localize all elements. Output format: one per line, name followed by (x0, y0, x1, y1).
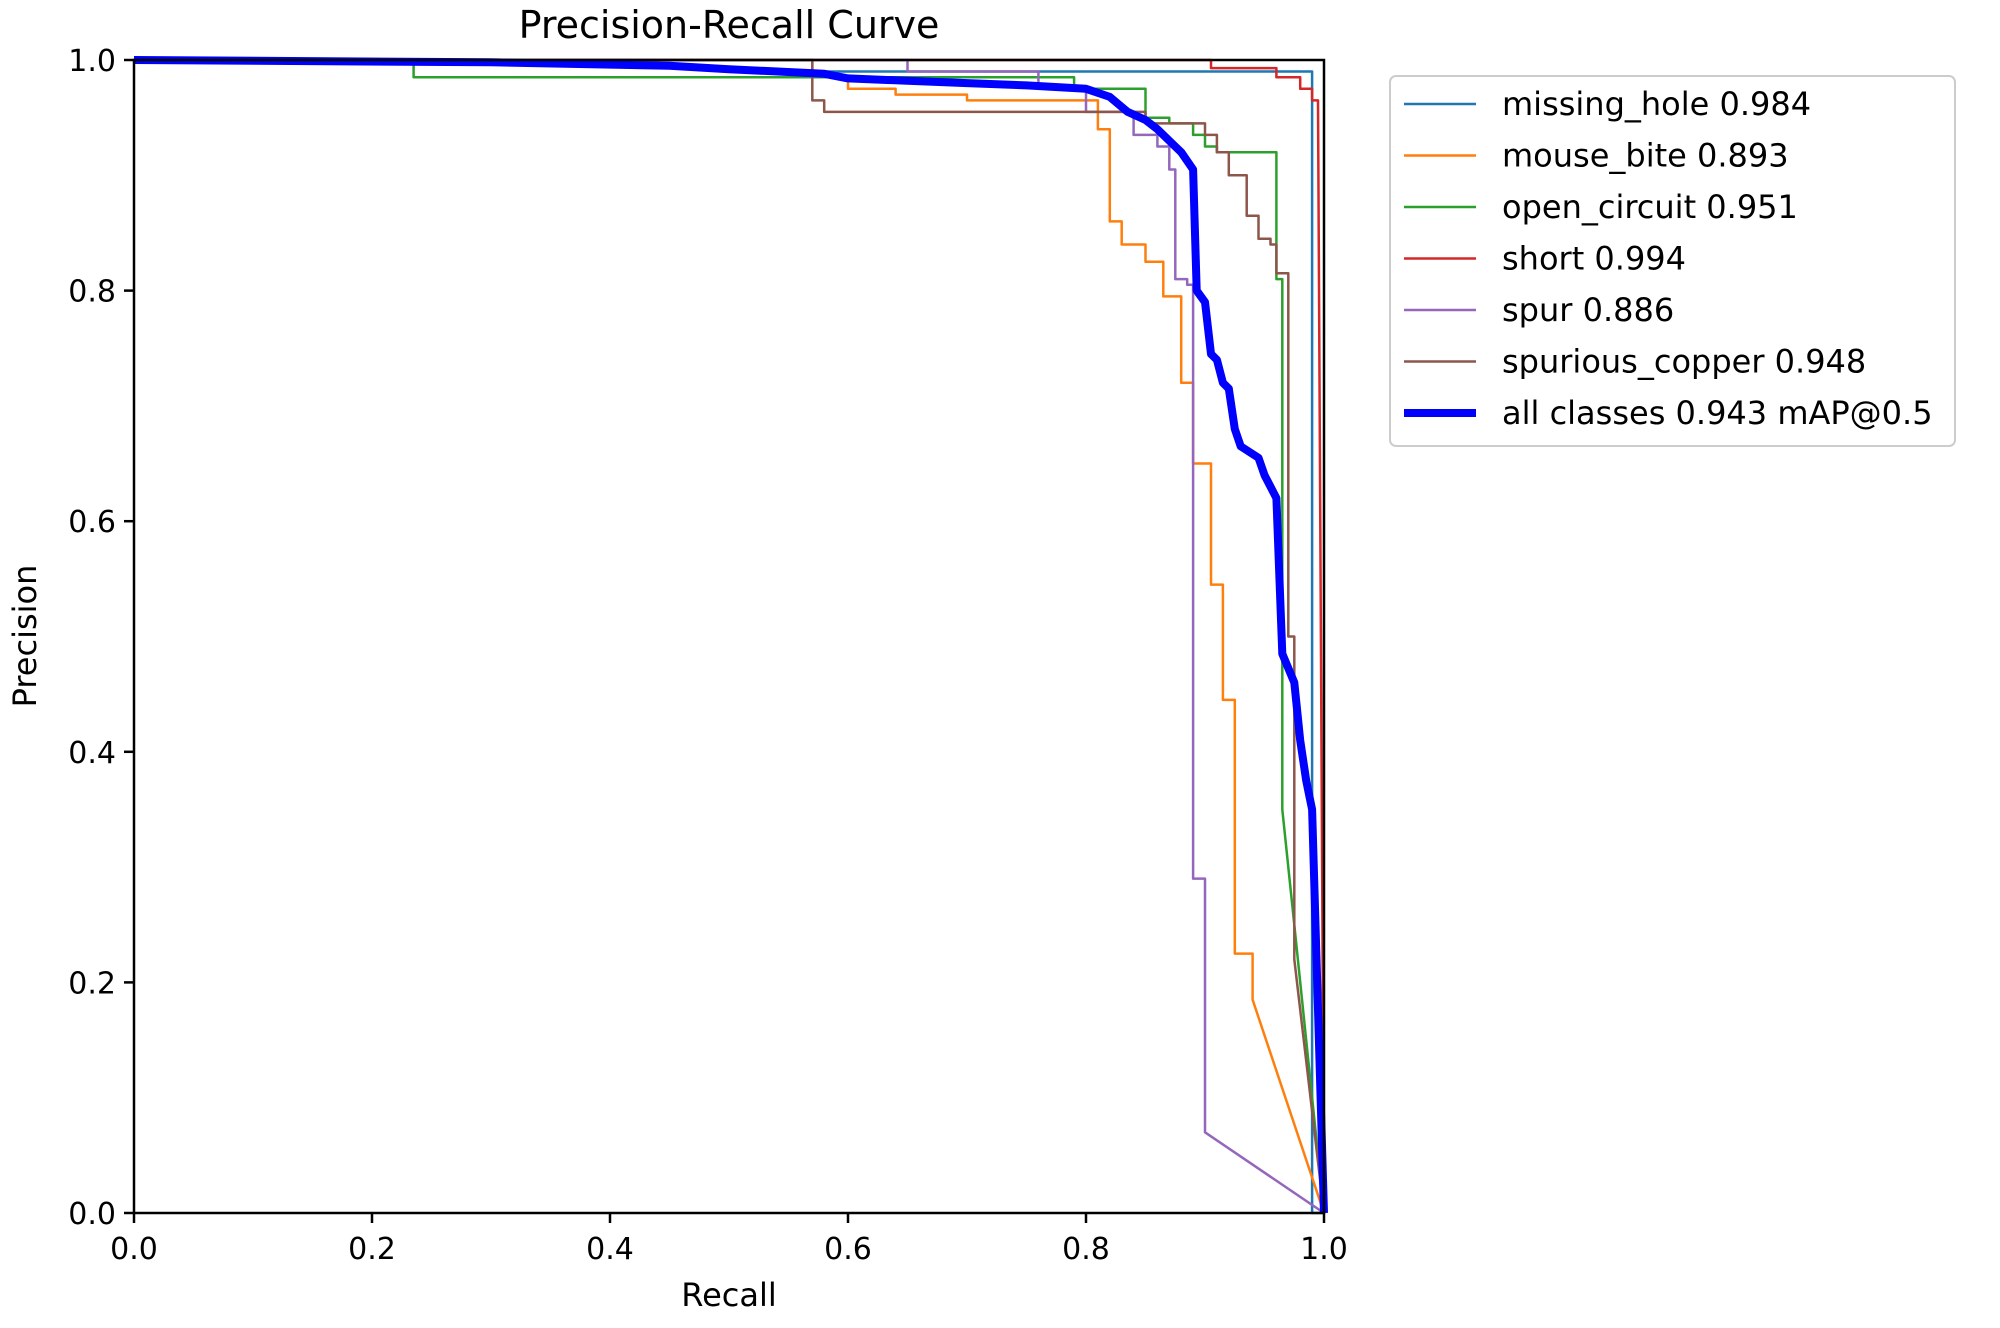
series-layer (133, 56, 1328, 1215)
axes-layer: 0.0 0.2 0.4 0.6 0.8 1.0 0.0 0.2 0.4 0.6 0.8 1.0 (68, 44, 1348, 1267)
y-tick-label: 0.0 (68, 1197, 116, 1232)
x-tick-label: 0.2 (348, 1232, 396, 1267)
chart-title: Precision-Recall Curve (519, 3, 940, 47)
legend-label: mouse_bite 0.893 (1502, 137, 1789, 175)
legend-label: open_circuit 0.951 (1502, 188, 1798, 226)
series-line-4 (134, 58, 1325, 1215)
y-axis-label: Precision (6, 565, 44, 708)
y-tick-label: 0.8 (68, 275, 116, 310)
legend-frame (1389, 75, 1956, 447)
y-tick-label: 0.2 (68, 966, 116, 1001)
series-line-1 (134, 58, 1326, 1214)
legend-label: spurious_copper 0.948 (1502, 343, 1866, 381)
y-tick-label: 1.0 (68, 44, 116, 79)
legend-label: missing_hole 0.984 (1502, 85, 1811, 123)
series-line-6 (133, 56, 1328, 1214)
plot-frame (132, 58, 1326, 1215)
legend-label: spur 0.886 (1502, 291, 1674, 329)
series-line-5 (134, 58, 1326, 1214)
y-tick-label: 0.6 (68, 505, 116, 540)
legend-label: all classes 0.943 mAP@0.5 (1502, 394, 1933, 432)
series-line-3 (134, 58, 1326, 1214)
x-tick-label: 1.0 (1300, 1232, 1348, 1267)
x-tick-label: 0.4 (586, 1232, 634, 1267)
y-tick-label: 0.4 (68, 736, 116, 771)
x-tick-label: 0.6 (824, 1232, 872, 1267)
series-line-2 (134, 58, 1326, 1214)
series-line-0 (134, 58, 1324, 1215)
legend: missing_hole 0.984 mouse_bite 0.893 open_c… (1389, 75, 1956, 447)
x-tick-label: 0.0 (110, 1232, 158, 1267)
legend-label: short 0.994 (1502, 240, 1686, 278)
x-tick-label: 0.8 (1062, 1232, 1110, 1267)
x-axis-label: Recall (681, 1276, 776, 1314)
